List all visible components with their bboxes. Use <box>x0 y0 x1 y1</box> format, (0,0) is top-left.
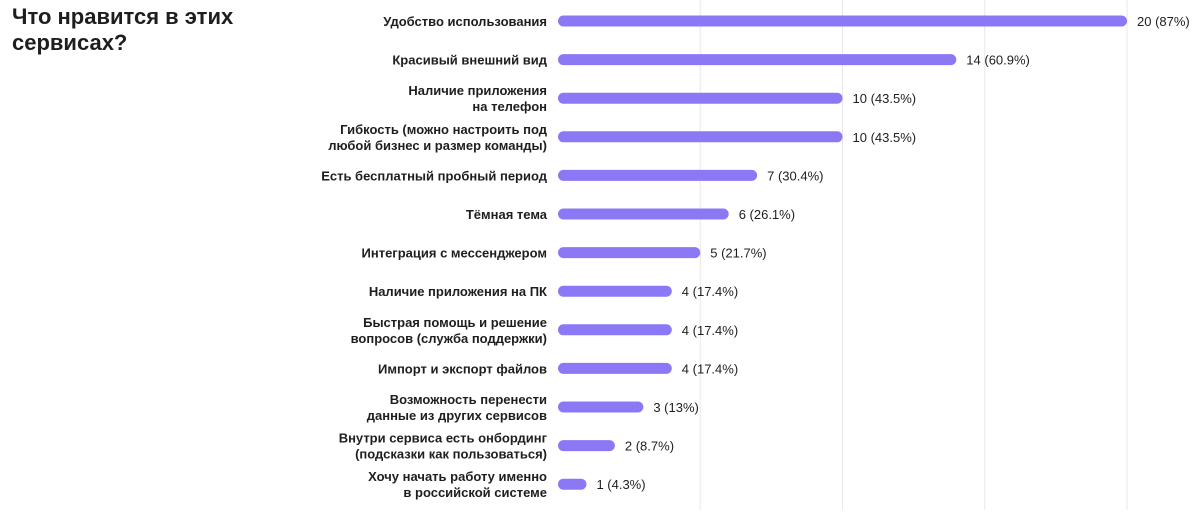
value-label: 5 (21.7%) <box>710 246 766 261</box>
bar <box>558 208 729 220</box>
value-label: 20 (87%) <box>1137 14 1190 29</box>
value-label: 6 (26.1%) <box>739 207 795 222</box>
category-label: Тёмная тема <box>466 207 548 222</box>
category-label: Наличие приложения <box>408 83 547 98</box>
bar <box>558 478 587 490</box>
category-label: Гибкость (можно настроить под <box>340 122 548 137</box>
category-label: Возможность перенести <box>390 392 547 407</box>
category-label: Красивый внешний вид <box>392 53 547 68</box>
bar <box>558 401 644 413</box>
value-label: 3 (13%) <box>653 400 699 415</box>
category-label: любой бизнес и размер команды) <box>328 138 547 153</box>
category-label: Быстрая помощь и решение <box>363 315 547 330</box>
bar <box>558 92 843 104</box>
category-label: Интеграция с мессенджером <box>362 246 547 261</box>
category-label: (подсказки как пользоваться) <box>355 447 547 462</box>
value-label: 1 (4.3%) <box>596 477 645 492</box>
bar <box>558 247 701 259</box>
value-label: 10 (43.5%) <box>853 91 917 106</box>
bar <box>558 169 758 181</box>
category-label: в российской системе <box>403 485 547 500</box>
bar <box>558 362 672 374</box>
value-label: 14 (60.9%) <box>966 53 1030 68</box>
value-label: 10 (43.5%) <box>853 130 917 145</box>
value-label: 4 (17.4%) <box>682 323 738 338</box>
bar <box>558 324 672 336</box>
value-label: 4 (17.4%) <box>682 284 738 299</box>
bar <box>558 440 615 452</box>
bar <box>558 54 957 66</box>
category-label: данные из других сервисов <box>367 408 547 423</box>
value-label: 7 (30.4%) <box>767 168 823 183</box>
value-label: 2 (8.7%) <box>625 439 674 454</box>
chart-title: Что нравится в этих сервисах? <box>12 4 234 55</box>
category-label: на телефон <box>472 99 547 114</box>
category-label: вопросов (служба поддержки) <box>351 331 547 346</box>
category-label: Импорт и экспорт файлов <box>378 361 547 376</box>
category-label: Наличие приложения на ПК <box>369 284 547 299</box>
category-label: Есть бесплатный пробный период <box>321 168 548 183</box>
value-label: 4 (17.4%) <box>682 361 738 376</box>
bar <box>558 131 843 143</box>
bar <box>558 285 672 297</box>
category-label: Хочу начать работу именно <box>368 469 547 484</box>
category-label: Внутри сервиса есть онбординг <box>339 431 548 446</box>
category-label: Удобство использования <box>383 14 547 29</box>
bar <box>558 15 1127 27</box>
